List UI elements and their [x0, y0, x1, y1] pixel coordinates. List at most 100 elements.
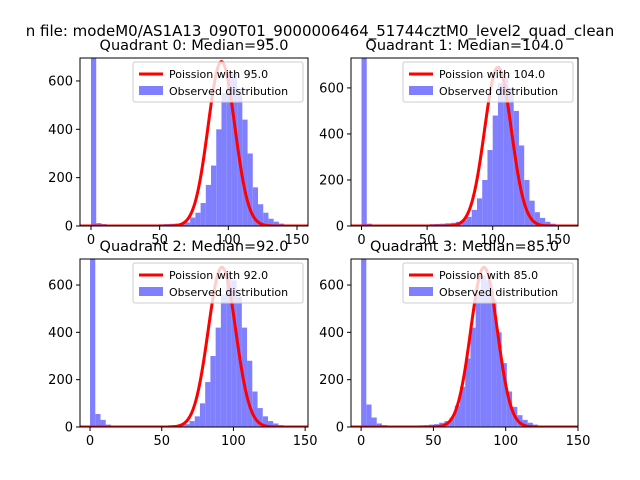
histogram-bar: [216, 129, 222, 226]
histogram-bar: [184, 424, 190, 427]
y-tick-label: 600: [48, 74, 73, 89]
histogram-bar: [215, 327, 221, 427]
x-tick-label: 100: [216, 233, 241, 248]
histogram-bar: [482, 179, 488, 226]
histogram-bar: [470, 327, 476, 427]
histogram-bar: [534, 212, 540, 226]
legend-fit-label: Poission with 95.0: [169, 68, 268, 81]
histogram-bar: [476, 198, 483, 226]
histogram-bar: [503, 76, 509, 226]
histogram-bar: [200, 203, 206, 226]
poisson-fit-line: [351, 65, 578, 226]
histogram-bar: [247, 360, 253, 427]
histogram-bar: [194, 416, 200, 427]
x-tick-label: 150: [546, 233, 571, 248]
histogram-bar: [262, 416, 268, 427]
histogram-bar: [90, 58, 97, 226]
histogram-bar: [199, 403, 206, 427]
histogram-bar: [226, 71, 232, 226]
quadrant-1-chart: 0 50 100 150 0 200 400 600 Poission with 104.0 Ob…: [319, 38, 579, 248]
histogram-bar: [184, 222, 191, 226]
histogram-bar: [460, 386, 466, 427]
x-tick-label: 50: [419, 233, 436, 248]
legend-observed-swatch: [409, 287, 433, 296]
y-tick-label: 0: [336, 421, 344, 436]
legend-fit-label: Poission with 85.0: [439, 269, 538, 282]
histogram-bar: [506, 391, 513, 427]
histogram-bar: [529, 200, 535, 226]
x-tick-label: 100: [480, 233, 505, 248]
histogram-bar: [508, 87, 514, 226]
histogram-bar: [90, 259, 96, 427]
y-tick-label: 200: [319, 173, 344, 188]
quadrant-0-chart: 0 50 100 150 0 200 400 600 Poission with 95.0 Obs…: [48, 38, 309, 248]
histogram-bar: [263, 212, 269, 226]
legend-box: [402, 61, 574, 103]
histogram-bar: [189, 421, 195, 427]
x-tick-label: 0: [357, 233, 365, 248]
legend-observed-swatch: [139, 86, 163, 95]
x-tick-label: 50: [153, 434, 170, 449]
legend-observed-swatch: [139, 287, 163, 296]
histogram-bar: [475, 294, 481, 427]
quadrant-title: Quadrant 2: Median=92.0: [100, 239, 289, 255]
histogram-bar: [361, 58, 367, 226]
quadrant-title: Quadrant 0: Median=95.0: [100, 38, 289, 54]
histogram-bar: [545, 221, 551, 226]
y-tick-label: 600: [319, 279, 344, 294]
x-tick-label: 150: [293, 434, 318, 449]
histogram-bar: [376, 423, 382, 427]
y-tick-label: 600: [48, 279, 73, 294]
y-tick-label: 0: [336, 220, 344, 235]
histogram-bar: [231, 280, 237, 427]
histogram-bar: [361, 259, 367, 427]
legend-box: [402, 262, 574, 304]
histogram-bar: [501, 363, 507, 427]
x-tick-label: 0: [87, 233, 95, 248]
histogram-bar: [95, 413, 101, 427]
x-tick-label: 0: [357, 434, 365, 449]
legend-box: [132, 262, 304, 304]
histogram-bar: [100, 419, 106, 427]
histogram-bar: [486, 280, 492, 427]
histogram-bar: [461, 220, 467, 226]
histogram-bar: [366, 404, 372, 427]
x-tick-label: 150: [285, 233, 310, 248]
legend-observed-label: Observed distribution: [439, 85, 558, 98]
x-tick-label: 50: [151, 233, 168, 248]
legend-observed-label: Observed distribution: [169, 286, 288, 299]
histogram-bar: [496, 332, 502, 427]
legend-fit-label: Poission with 104.0: [439, 68, 545, 81]
histogram-bar: [268, 218, 274, 226]
histogram-bar: [231, 73, 238, 226]
legend-box: [132, 61, 304, 103]
histogram-bar: [247, 153, 253, 226]
histogram-bar: [258, 204, 264, 226]
y-tick-label: 200: [48, 171, 73, 186]
y-tick-label: 400: [48, 123, 73, 138]
quadrant-title: Quadrant 3: Median=85.0: [370, 239, 559, 255]
histogram-bar: [252, 391, 258, 427]
histogram-bar: [480, 275, 487, 427]
x-tick-label: 150: [566, 434, 591, 449]
x-tick-label: 100: [221, 434, 246, 449]
legend-observed-swatch: [409, 86, 433, 95]
histogram-bar: [267, 421, 274, 427]
x-tick-label: 0: [86, 434, 94, 449]
histogram-bar: [273, 423, 279, 427]
y-tick-label: 200: [319, 373, 344, 388]
histogram-bar: [454, 405, 461, 427]
histogram-bar: [492, 115, 498, 226]
histogram-bar: [226, 273, 232, 427]
quadrant-2-chart: 0 50 100 150 0 200 400 600 Poission with 92.0 Obs…: [48, 239, 317, 449]
y-tick-label: 400: [319, 127, 344, 142]
histogram-bar: [527, 422, 533, 427]
y-tick-label: 400: [48, 326, 73, 341]
histogram-bar: [252, 187, 259, 226]
histogram-bar: [210, 356, 216, 427]
legend-observed-label: Observed distribution: [169, 85, 288, 98]
histogram-bar: [524, 179, 530, 226]
y-tick-label: 600: [319, 81, 344, 96]
histogram-bar: [220, 294, 227, 427]
